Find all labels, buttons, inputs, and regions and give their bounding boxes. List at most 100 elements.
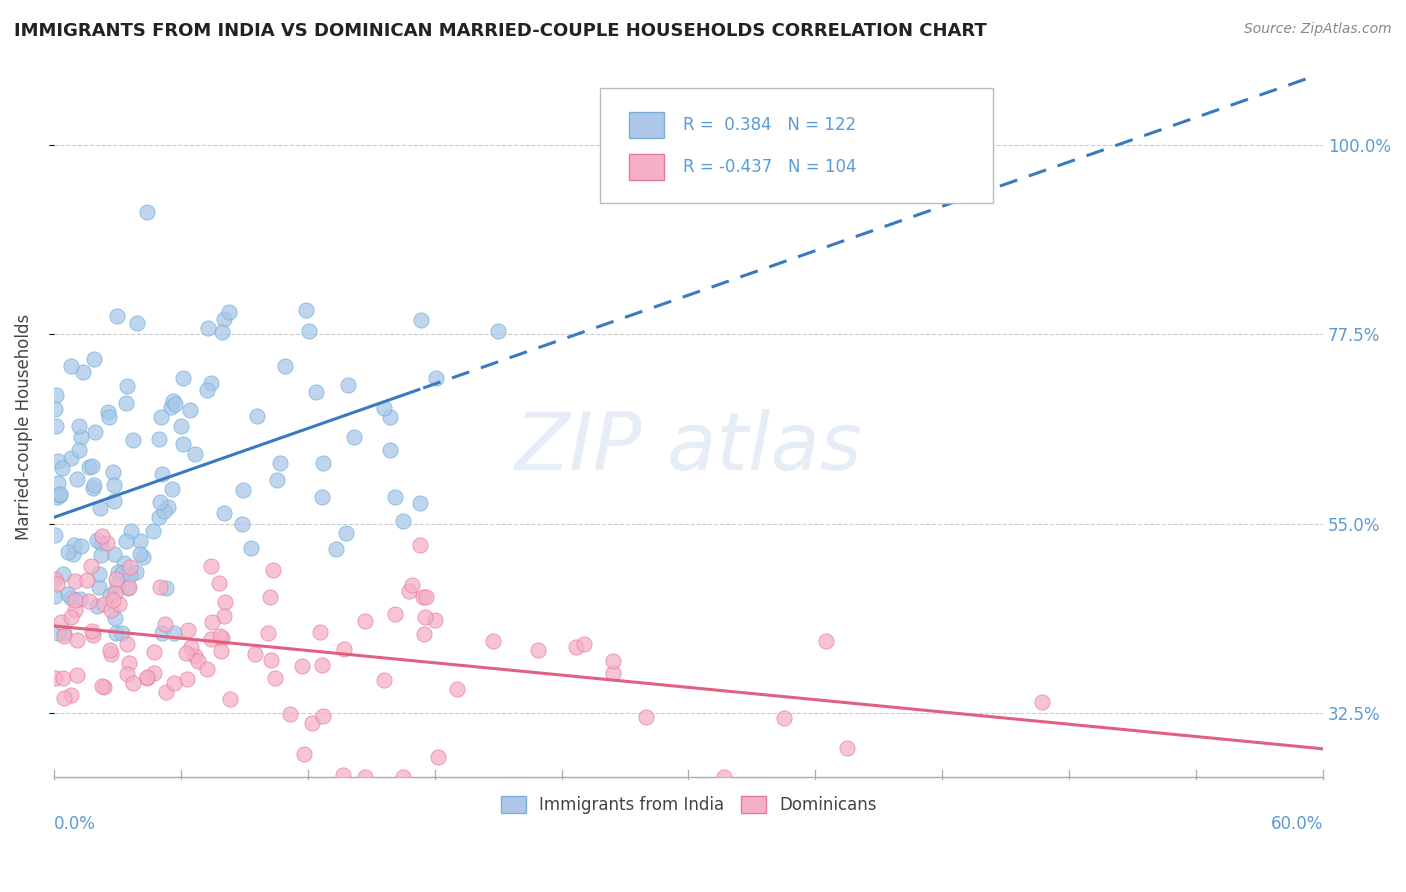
Point: [602, 666, 624, 681]
Point: [172, 436, 194, 450]
Point: [160, 401, 183, 415]
Point: [200, 632, 222, 646]
Point: [77, 594, 100, 608]
Point: [232, 483, 254, 497]
Point: [201, 615, 224, 629]
Point: [266, 473, 288, 487]
Point: [231, 517, 253, 532]
Point: [96, 536, 118, 550]
Point: [59, 359, 82, 373]
Point: [60, 591, 83, 606]
Point: [91, 529, 114, 543]
Point: [200, 376, 222, 391]
Point: [211, 631, 233, 645]
Point: [84, 425, 107, 439]
Point: [44, 589, 66, 603]
Point: [527, 643, 550, 657]
Point: [103, 478, 125, 492]
Point: [392, 770, 415, 784]
Point: [152, 504, 174, 518]
Y-axis label: Married-couple Households: Married-couple Households: [15, 314, 32, 541]
Point: [97, 405, 120, 419]
Point: [184, 447, 207, 461]
Point: [103, 547, 125, 561]
Point: [104, 586, 127, 600]
Point: [67, 419, 90, 434]
Point: [86, 599, 108, 613]
Point: [82, 628, 104, 642]
Point: [333, 641, 356, 656]
Point: [305, 384, 328, 399]
Point: [44, 402, 66, 417]
Point: [46, 490, 69, 504]
Text: R =  0.384   N = 122: R = 0.384 N = 122: [683, 116, 856, 134]
Point: [111, 626, 134, 640]
Point: [83, 477, 105, 491]
Point: [103, 611, 125, 625]
Point: [384, 607, 406, 622]
Point: [100, 647, 122, 661]
Point: [82, 481, 104, 495]
Point: [162, 393, 184, 408]
Point: [80, 459, 103, 474]
Point: [211, 325, 233, 339]
Point: [219, 692, 242, 706]
Point: [120, 560, 142, 574]
Point: [343, 430, 366, 444]
Point: [49, 488, 72, 502]
Point: [409, 313, 432, 327]
Point: [129, 548, 152, 562]
Point: [446, 682, 468, 697]
Point: [353, 614, 375, 628]
Point: [45, 419, 67, 434]
Point: [486, 324, 509, 338]
Text: Source: ZipAtlas.com: Source: ZipAtlas.com: [1244, 22, 1392, 37]
Point: [260, 653, 283, 667]
Point: [105, 577, 128, 591]
Point: [482, 634, 505, 648]
Point: [336, 377, 359, 392]
Point: [105, 626, 128, 640]
Point: [155, 581, 177, 595]
Point: [115, 637, 138, 651]
Point: [602, 654, 624, 668]
Point: [52, 567, 75, 582]
Point: [107, 598, 129, 612]
Point: [45, 388, 67, 402]
Point: [273, 359, 295, 373]
Point: [212, 608, 235, 623]
Point: [59, 450, 82, 465]
Point: [392, 514, 415, 528]
Point: [148, 432, 170, 446]
Point: [93, 598, 115, 612]
Point: [90, 548, 112, 562]
Point: [105, 572, 128, 586]
Point: [301, 715, 323, 730]
Point: [197, 321, 219, 335]
Point: [565, 640, 588, 654]
Point: [111, 566, 134, 580]
Point: [98, 409, 121, 424]
Legend: Immigrants from India, Dominicans: Immigrants from India, Dominicans: [494, 789, 883, 821]
Point: [44, 671, 66, 685]
Point: [89, 501, 111, 516]
Point: [53, 691, 76, 706]
Point: [155, 685, 177, 699]
Point: [259, 591, 281, 605]
FancyBboxPatch shape: [628, 153, 665, 180]
Point: [195, 383, 218, 397]
Point: [122, 675, 145, 690]
Point: [120, 524, 142, 538]
Point: [150, 409, 173, 424]
Point: [1031, 695, 1053, 709]
Point: [425, 371, 447, 385]
Point: [46, 626, 69, 640]
Text: 60.0%: 60.0%: [1271, 815, 1323, 833]
Point: [212, 312, 235, 326]
Point: [378, 409, 401, 424]
Point: [115, 379, 138, 393]
FancyBboxPatch shape: [628, 112, 665, 138]
Point: [311, 491, 333, 505]
Point: [89, 580, 111, 594]
Point: [187, 654, 209, 668]
